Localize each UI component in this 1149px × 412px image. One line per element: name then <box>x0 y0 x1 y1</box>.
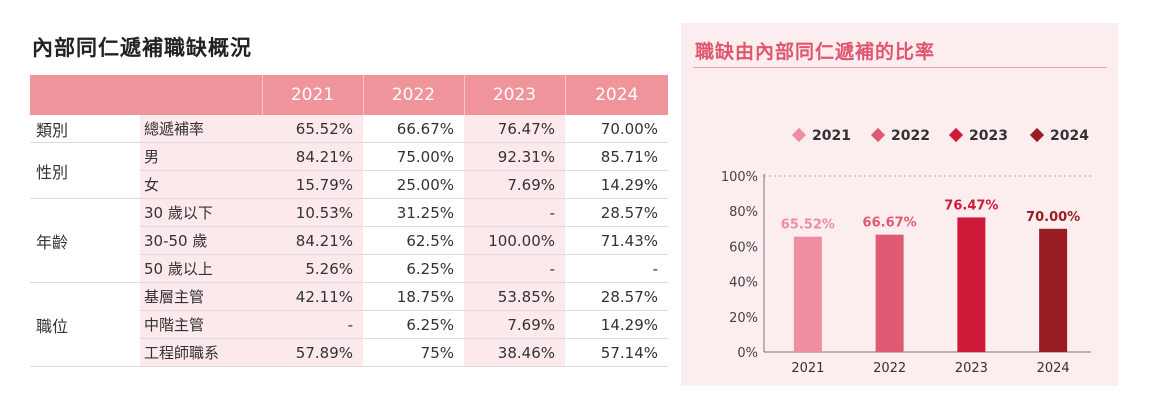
chart-title: 職缺由內部同仁遞補的比率 <box>695 41 936 63</box>
table-header-row: 2021 2022 2023 2024 <box>30 75 668 115</box>
table-row: 類別 總遞補率 65.52% 66.67% 76.47% 70.00% <box>30 115 668 143</box>
table-row: 女 15.79% 25.00% 7.69% 14.29% <box>30 170 668 199</box>
y-tick-label: 60% <box>729 240 758 255</box>
value-cell: 76.47% <box>464 115 565 143</box>
table-row: 50 歲以上 5.26% 6.25% - - <box>30 254 668 283</box>
legend-label: 2022 <box>891 128 930 144</box>
y-tick-label: 80% <box>729 205 758 220</box>
value-cell: 14.29% <box>565 310 668 339</box>
legend-label: 2021 <box>812 128 851 144</box>
value-cell: - <box>464 254 565 283</box>
row-label: 男 <box>140 142 262 171</box>
header-year: 2024 <box>564 75 668 115</box>
category-cell: 性別 <box>30 142 140 199</box>
value-cell: - <box>565 254 668 283</box>
row-label: 總遞補率 <box>140 115 262 143</box>
value-cell: 5.26% <box>262 254 363 283</box>
data-label: 65.52% <box>781 218 835 233</box>
value-cell: 31.25% <box>363 198 464 227</box>
value-cell: 100.00% <box>464 226 565 255</box>
value-cell: 7.69% <box>464 170 565 199</box>
value-cell: 57.14% <box>565 338 668 367</box>
legend-marker <box>1029 127 1045 143</box>
data-label: 66.67% <box>863 216 917 231</box>
header-corner <box>30 75 262 115</box>
x-tick-label: 2022 <box>873 361 906 376</box>
table-title: 內部同仁遞補職缺概況 <box>32 36 252 60</box>
value-cell: 53.85% <box>464 282 565 311</box>
value-cell: 75.00% <box>363 142 464 171</box>
legend-label: 2023 <box>969 128 1008 144</box>
value-cell: 85.71% <box>565 142 668 171</box>
header-year: 2022 <box>362 75 464 115</box>
row-label: 工程師職系 <box>140 338 262 367</box>
value-cell: 28.57% <box>565 198 668 227</box>
value-cell: - <box>464 198 565 227</box>
header-year: 2021 <box>261 75 363 115</box>
row-label: 30 歲以下 <box>140 198 262 227</box>
row-label: 50 歲以上 <box>140 254 262 283</box>
value-cell: 75% <box>363 338 464 367</box>
value-cell: 65.52% <box>262 115 363 143</box>
row-label: 女 <box>140 170 262 199</box>
table-row: 工程師職系 57.89% 75% 38.46% 57.14% <box>30 338 668 367</box>
legend-marker <box>870 127 886 143</box>
value-cell: 84.21% <box>262 142 363 171</box>
bar <box>793 236 822 352</box>
value-cell: - <box>262 310 363 339</box>
value-cell: 92.31% <box>464 142 565 171</box>
value-cell: 10.53% <box>262 198 363 227</box>
table-row: 職位 基層主管 42.11% 18.75% 53.85% 28.57% <box>30 282 668 367</box>
value-cell: 6.25% <box>363 254 464 283</box>
bar <box>957 217 986 352</box>
category-cell: 職位 <box>30 282 140 367</box>
category-cell: 類別 <box>30 115 140 143</box>
chart-panel: 職缺由內部同仁遞補的比率 2021 2022 2023 2024 0% 20% 40% 60%… <box>681 23 1118 386</box>
category-cell: 年齡 <box>30 198 140 283</box>
table-row: 中階主管 -6.25% 7.69% 14.29% <box>30 310 668 339</box>
value-cell: 28.57% <box>565 282 668 311</box>
value-cell: 70.00% <box>565 115 668 143</box>
value-cell: 6.25% <box>363 310 464 339</box>
bar-chart: 2021 2022 2023 2024 0% 20% 40% 60% 80% 100% 65.52%… <box>721 127 1091 376</box>
y-tick-label: 0% <box>737 346 758 361</box>
value-cell: 66.67% <box>363 115 464 143</box>
row-label: 中階主管 <box>140 310 262 339</box>
y-tick-label: 100% <box>721 170 758 185</box>
table-row: 30-50 歲 84.21% 62.5% 100.00% 71.43% <box>30 226 668 255</box>
legend-marker <box>791 127 807 143</box>
value-cell: 71.43% <box>565 226 668 255</box>
title-divider <box>693 67 1107 68</box>
row-label: 基層主管 <box>140 282 262 311</box>
value-cell: 25.00% <box>363 170 464 199</box>
table-row: 年齡 30 歲以下 10.53% 31.25% -28.57% <box>30 198 668 283</box>
value-cell: 42.11% <box>262 282 363 311</box>
value-cell: 14.29% <box>565 170 668 199</box>
bar <box>1039 228 1068 352</box>
x-tick-label: 2024 <box>1037 361 1070 376</box>
x-tick-label: 2021 <box>791 361 824 376</box>
value-cell: 62.5% <box>363 226 464 255</box>
data-label: 76.47% <box>944 198 998 213</box>
value-cell: 57.89% <box>262 338 363 367</box>
data-label: 70.00% <box>1026 210 1080 225</box>
y-tick-label: 20% <box>729 311 758 326</box>
value-cell: 84.21% <box>262 226 363 255</box>
table-row: 性別男 84.21% 75.00% 92.31% 85.71% <box>30 142 668 199</box>
row-label: 30-50 歲 <box>140 226 262 255</box>
y-tick-label: 40% <box>729 276 758 291</box>
value-cell: 38.46% <box>464 338 565 367</box>
header-year: 2023 <box>463 75 565 115</box>
value-cell: 18.75% <box>363 282 464 311</box>
legend-marker <box>948 127 964 143</box>
value-cell: 7.69% <box>464 310 565 339</box>
x-tick-label: 2023 <box>955 361 988 376</box>
vacancy-table: 2021 2022 2023 2024 類別 總遞補率 65.52% 66.67% 76… <box>30 75 668 367</box>
value-cell: 15.79% <box>262 170 363 199</box>
legend-label: 2024 <box>1050 128 1089 144</box>
bar <box>875 234 904 352</box>
